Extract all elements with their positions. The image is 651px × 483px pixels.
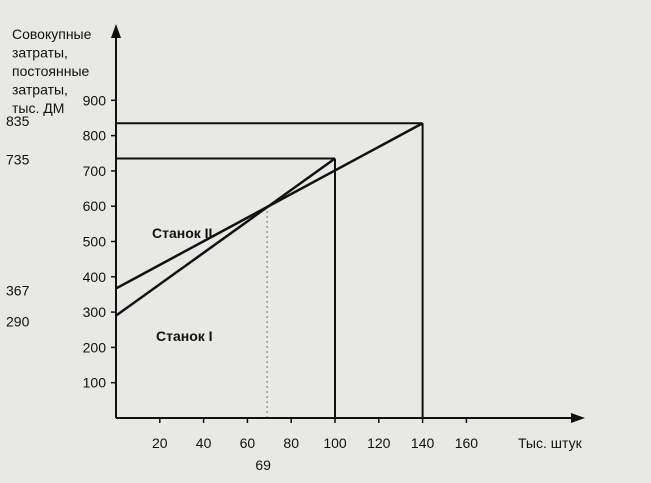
y-tick-label-300: 300 bbox=[83, 304, 107, 320]
y-tick-label-200: 200 bbox=[83, 339, 107, 355]
y-tick-label-500: 500 bbox=[83, 234, 107, 250]
x-tick-label-60: 60 bbox=[240, 435, 256, 451]
y-tick-label-100: 100 bbox=[83, 375, 107, 391]
x-axis-arrow bbox=[571, 413, 585, 423]
labels-layer: 20 40 60 80 100 120 140 160 69 100 200 300 400 500 600… bbox=[6, 26, 583, 473]
axes-layer bbox=[111, 24, 585, 423]
x-extra-label-69: 69 bbox=[255, 457, 271, 473]
y-extra-label-735: 735 bbox=[6, 152, 30, 168]
x-tick-label-100: 100 bbox=[323, 435, 347, 451]
x-tick-label-160: 160 bbox=[455, 435, 479, 451]
y-axis-title-line-1: Совокупные bbox=[12, 26, 92, 42]
series-line-machine-1 bbox=[115, 157, 336, 317]
lines-layer bbox=[115, 122, 424, 418]
x-tick-label-80: 80 bbox=[283, 435, 299, 451]
x-tick-label-120: 120 bbox=[367, 435, 391, 451]
y-axis-arrow bbox=[111, 24, 121, 38]
y-tick-label-700: 700 bbox=[83, 163, 107, 179]
y-extra-label-835: 835 bbox=[6, 113, 30, 129]
y-tick-label-900: 900 bbox=[83, 92, 107, 108]
y-axis-title-line-3: постоянные bbox=[12, 63, 90, 79]
y-axis-title-line-4: затраты, bbox=[12, 82, 68, 98]
x-tick-label-20: 20 bbox=[152, 435, 168, 451]
x-tick-label-140: 140 bbox=[411, 435, 435, 451]
y-tick-label-800: 800 bbox=[83, 128, 107, 144]
y-extra-label-367: 367 bbox=[6, 282, 30, 298]
y-axis-title-line-5: тыс. ДМ bbox=[12, 100, 64, 116]
y-tick-label-400: 400 bbox=[83, 269, 107, 285]
x-axis-title: Тыс. штук bbox=[518, 435, 583, 451]
y-extra-label-290: 290 bbox=[6, 314, 30, 330]
y-tick-label-600: 600 bbox=[83, 198, 107, 214]
series-label-machine-2: Станок II bbox=[152, 225, 212, 241]
y-axis-title-line-2: затраты, bbox=[12, 45, 68, 61]
x-tick-label-40: 40 bbox=[196, 435, 212, 451]
series-label-machine-1: Станок I bbox=[156, 328, 213, 344]
